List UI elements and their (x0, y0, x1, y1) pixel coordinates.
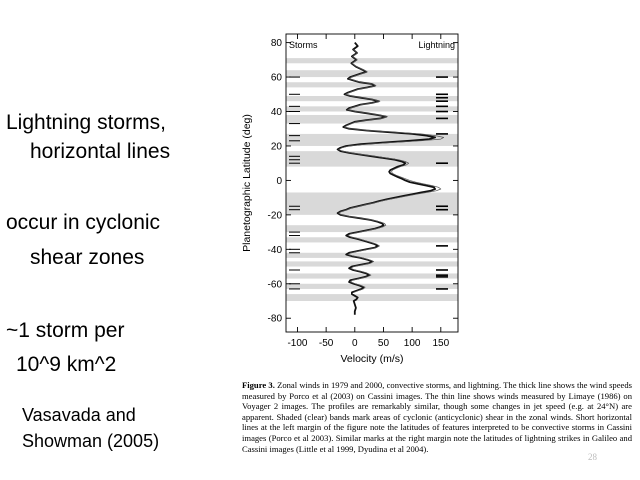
y-tick-label: 0 (276, 176, 282, 187)
bullet-2-line-2: shear zones (30, 246, 145, 269)
cyclonic-band (286, 252, 458, 258)
cyclonic-band (286, 70, 458, 78)
thin-wind-line (338, 49, 445, 293)
cyclonic-band (286, 151, 458, 167)
storms-label: Storms (289, 40, 318, 50)
cyclonic-bands (286, 58, 458, 301)
x-tick-label: 150 (432, 338, 449, 349)
cyclonic-band (286, 261, 458, 267)
figure-caption: Figure 3. Zonal winds in 1979 and 2000, … (242, 380, 632, 454)
y-tick-label: -40 (268, 245, 283, 256)
x-tick-label: 100 (404, 338, 421, 349)
y-tick-label: -80 (268, 314, 283, 325)
cyclonic-band (286, 133, 458, 146)
lightning-label: Lightning (418, 40, 455, 50)
y-tick-label: 40 (271, 107, 283, 118)
cyclonic-band (286, 283, 458, 289)
cyclonic-band (286, 237, 458, 243)
zonal-wind-chart: Storms Lightning -80 -60 -40 -20 0 20 40 60 80 -1… (241, 33, 459, 365)
cyclonic-band (286, 58, 458, 64)
y-axis-label: Planetographic Latitude (deg) (241, 114, 253, 252)
citation-line-2: Showman (2005) (22, 431, 160, 451)
bullet-3-line-1: ~1 storm per (6, 319, 125, 342)
figure-label: Figure 3. (242, 380, 275, 390)
axis-ticks (286, 34, 458, 332)
bullet-1-line-2: horizontal lines (30, 140, 171, 163)
wind-profiles (336, 42, 445, 315)
bullet-2-line-1: occur in cyclonic (6, 211, 161, 234)
y-tick-label: 60 (271, 73, 283, 84)
y-tick-label: -60 (268, 279, 283, 290)
y-tick-label: 80 (271, 38, 283, 49)
margin-marks (289, 76, 448, 290)
cyclonic-band (286, 294, 458, 301)
citation-line-1: Vasavada and (22, 405, 136, 425)
x-tick-label: 0 (352, 338, 358, 349)
bullet-1-line-1: Lightning storms, (6, 111, 166, 134)
x-tick-label: -100 (287, 338, 307, 349)
y-tick-label: -20 (268, 210, 283, 221)
x-tick-label: -50 (319, 338, 334, 349)
page-number: 28 (588, 452, 597, 462)
plot-frame (285, 33, 459, 333)
bullet-3-line-2: 10^9 km^2 (16, 353, 117, 376)
caption-text: Zonal winds in 1979 and 2000, convective… (242, 380, 632, 454)
tick-labels: -80 -60 -40 -20 0 20 40 60 80 -100 -50 0 50 100 150 (268, 38, 450, 349)
x-tick-label: 50 (378, 338, 390, 349)
x-axis-label: Velocity (m/s) (340, 353, 403, 365)
cyclonic-band (286, 273, 458, 279)
y-tick-label: 20 (271, 141, 283, 152)
cyclonic-band (286, 106, 458, 112)
